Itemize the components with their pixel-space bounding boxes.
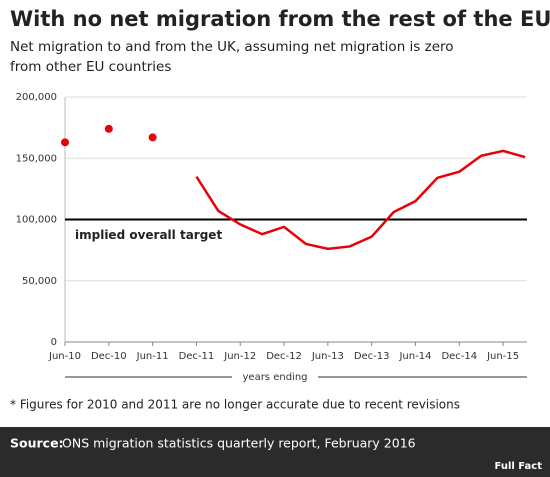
x-tick-label: Jun-12: [223, 351, 256, 362]
footnote: * Figures for 2010 and 2011 are no longe…: [10, 398, 460, 412]
x-tick-label: Dec-10: [91, 351, 127, 362]
target-label: implied overall target: [75, 228, 222, 242]
source-label: Source:: [10, 436, 64, 451]
y-tick-label: 0: [51, 337, 57, 348]
point: [61, 138, 69, 147]
logo: Full Fact: [495, 461, 543, 472]
point: [148, 133, 157, 142]
y-tick-label: 200,000: [16, 92, 57, 103]
x-tick-label: Jun-15: [486, 351, 519, 362]
point: [104, 124, 113, 133]
x-tick-label: Dec-12: [266, 351, 302, 362]
chart-title: With no net migration from the rest of t…: [10, 7, 550, 31]
x-tick-label: Dec-13: [354, 351, 390, 362]
x-label-bg: [232, 369, 318, 385]
y-tick-label: 50,000: [22, 276, 57, 287]
y-tick-label: 100,000: [16, 215, 57, 226]
x-tick-label: Dec-11: [179, 351, 215, 362]
subtitle: Net migration to and from the UK, assumi…: [10, 39, 454, 55]
footer: [0, 427, 550, 477]
y-tick-label: 150,000: [16, 153, 57, 164]
x-tick-label: Jun-11: [136, 351, 169, 362]
x-tick-label: Jun-13: [311, 351, 344, 362]
x-tick-label: Jun-10: [48, 351, 81, 362]
subtitle: from other EU countries: [10, 59, 171, 75]
x-tick-label: Jun-14: [398, 351, 431, 362]
x-tick-label: Dec-14: [441, 351, 477, 362]
line: [195, 149, 526, 251]
x-label: years ending: [243, 372, 308, 383]
source: ONS migration statistics quarterly repor…: [62, 436, 416, 451]
